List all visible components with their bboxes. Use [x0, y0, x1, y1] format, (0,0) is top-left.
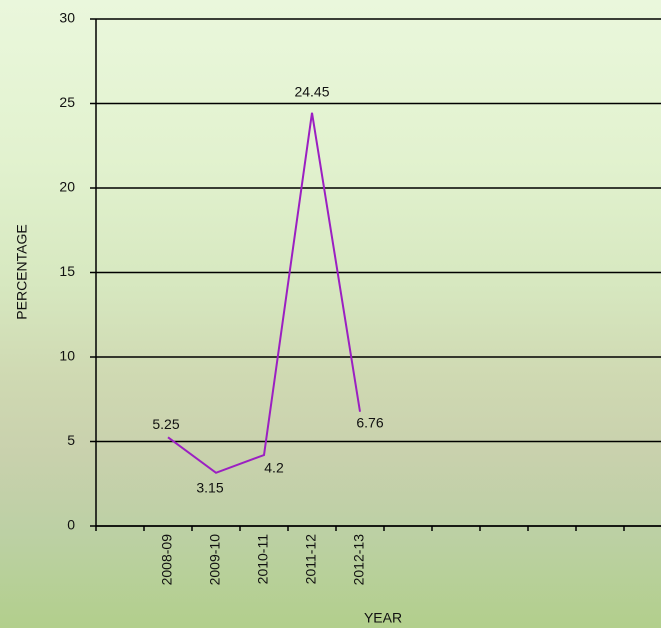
y-tick-label: 15 [59, 263, 75, 279]
x-tick-label: 2010-11 [255, 534, 271, 585]
y-tick-label: 30 [59, 10, 75, 26]
x-tick-label: 2008-09 [159, 534, 175, 586]
x-axis-label: YEAR [364, 610, 402, 626]
y-tick-label: 25 [59, 94, 75, 110]
y-tick-label: 0 [67, 517, 75, 533]
x-tick-label: 2009-10 [207, 534, 223, 586]
data-label: 5.25 [152, 416, 179, 432]
data-label: 4.2 [264, 460, 284, 476]
line [167, 112, 361, 474]
data-label: 6.76 [356, 414, 383, 430]
x-tick-label: 2011-12 [303, 534, 319, 585]
x-tick-label: 2012-13 [351, 534, 367, 586]
data-label: 24.45 [294, 83, 329, 99]
y-axis-label: PERCENTAGE [14, 224, 30, 319]
y-tick-label: 5 [67, 432, 75, 448]
data-label: 3.15 [196, 479, 223, 495]
y-tick-label: 10 [59, 348, 75, 364]
y-tick-label: 20 [59, 179, 75, 195]
